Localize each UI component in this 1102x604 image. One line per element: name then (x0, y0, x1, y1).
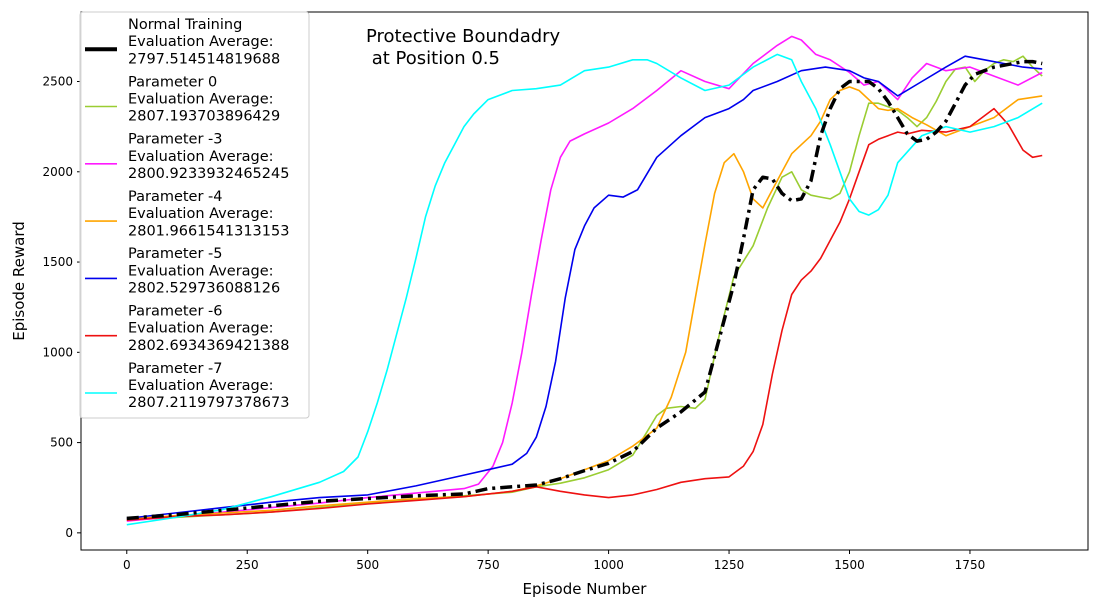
legend-label-2-2: 2800.9233932465245 (128, 166, 289, 182)
x-tick-label: 1500 (834, 558, 865, 572)
x-axis: 0 250 500 750 1000 1250 1500 1750 (123, 550, 985, 572)
legend-label-2-0: Parameter -3 (128, 132, 223, 148)
legend-label-5-1: Evaluation Average: (128, 321, 274, 337)
legend-label-3-1: Evaluation Average: (128, 206, 274, 222)
legend-label-6-2: 2807.2119797378673 (128, 395, 289, 411)
series-line-2 (126, 35, 1043, 522)
x-tick-label: 750 (477, 558, 500, 572)
x-tick-label: 250 (236, 558, 259, 572)
legend-label-4-1: Evaluation Average: (128, 263, 274, 279)
y-tick-label: 2000 (42, 165, 73, 179)
legend-box (79, 11, 310, 419)
series-line-4 (126, 55, 1043, 520)
y-axis-label: Episode Reward (10, 221, 28, 341)
legend-label-4-2: 2802.529736088126 (128, 281, 280, 297)
y-tick-label: 0 (65, 526, 73, 540)
series-line-0 (126, 59, 1043, 521)
legend: Normal Training Evaluation Average:2797.… (79, 11, 310, 419)
y-axis: 0 500 1000 1500 2000 2500 (42, 75, 81, 540)
legend-label-2-1: Evaluation Average: (128, 149, 274, 165)
chart-title-line-2: at Position 0.5 (366, 48, 500, 69)
x-tick-label: 1250 (714, 558, 745, 572)
legend-label-1-2: 2807.193703896429 (128, 109, 280, 125)
y-tick-label: 1000 (42, 345, 73, 359)
y-tick-label: 2500 (42, 75, 73, 89)
x-tick-label: 0 (123, 558, 131, 572)
legend-label-1-1: Evaluation Average: (128, 92, 274, 108)
legend-label-0-1: Evaluation Average: (128, 34, 274, 50)
legend-label-0-2: 2797.514514819688 (128, 51, 280, 67)
legend-label-6-1: Evaluation Average: (128, 378, 274, 394)
legend-label-5-0: Parameter -6 (128, 304, 223, 320)
chart-title-line-1: Protective Boundadry (366, 26, 561, 47)
legend-label-0-0: Normal Training (128, 17, 242, 33)
series-line-6 (126, 53, 1043, 526)
legend-label-1-0: Parameter 0 (128, 74, 217, 90)
y-tick-label: 500 (50, 436, 73, 450)
x-tick-label: 500 (356, 558, 379, 572)
series-line-5 (126, 107, 1043, 521)
legend-label-4-0: Parameter -5 (128, 246, 223, 262)
x-tick-label: 1750 (955, 558, 986, 572)
legend-label-3-2: 2801.9661541313153 (128, 223, 289, 239)
x-axis-label: Episode Number (523, 580, 648, 598)
plot-lines (126, 35, 1043, 526)
legend-label-3-0: Parameter -4 (128, 189, 223, 205)
legend-label-6-0: Parameter -7 (128, 361, 223, 377)
y-tick-label: 1500 (42, 255, 73, 269)
legend-label-5-2: 2802.6934369421388 (128, 338, 289, 354)
x-tick-label: 1000 (593, 558, 624, 572)
